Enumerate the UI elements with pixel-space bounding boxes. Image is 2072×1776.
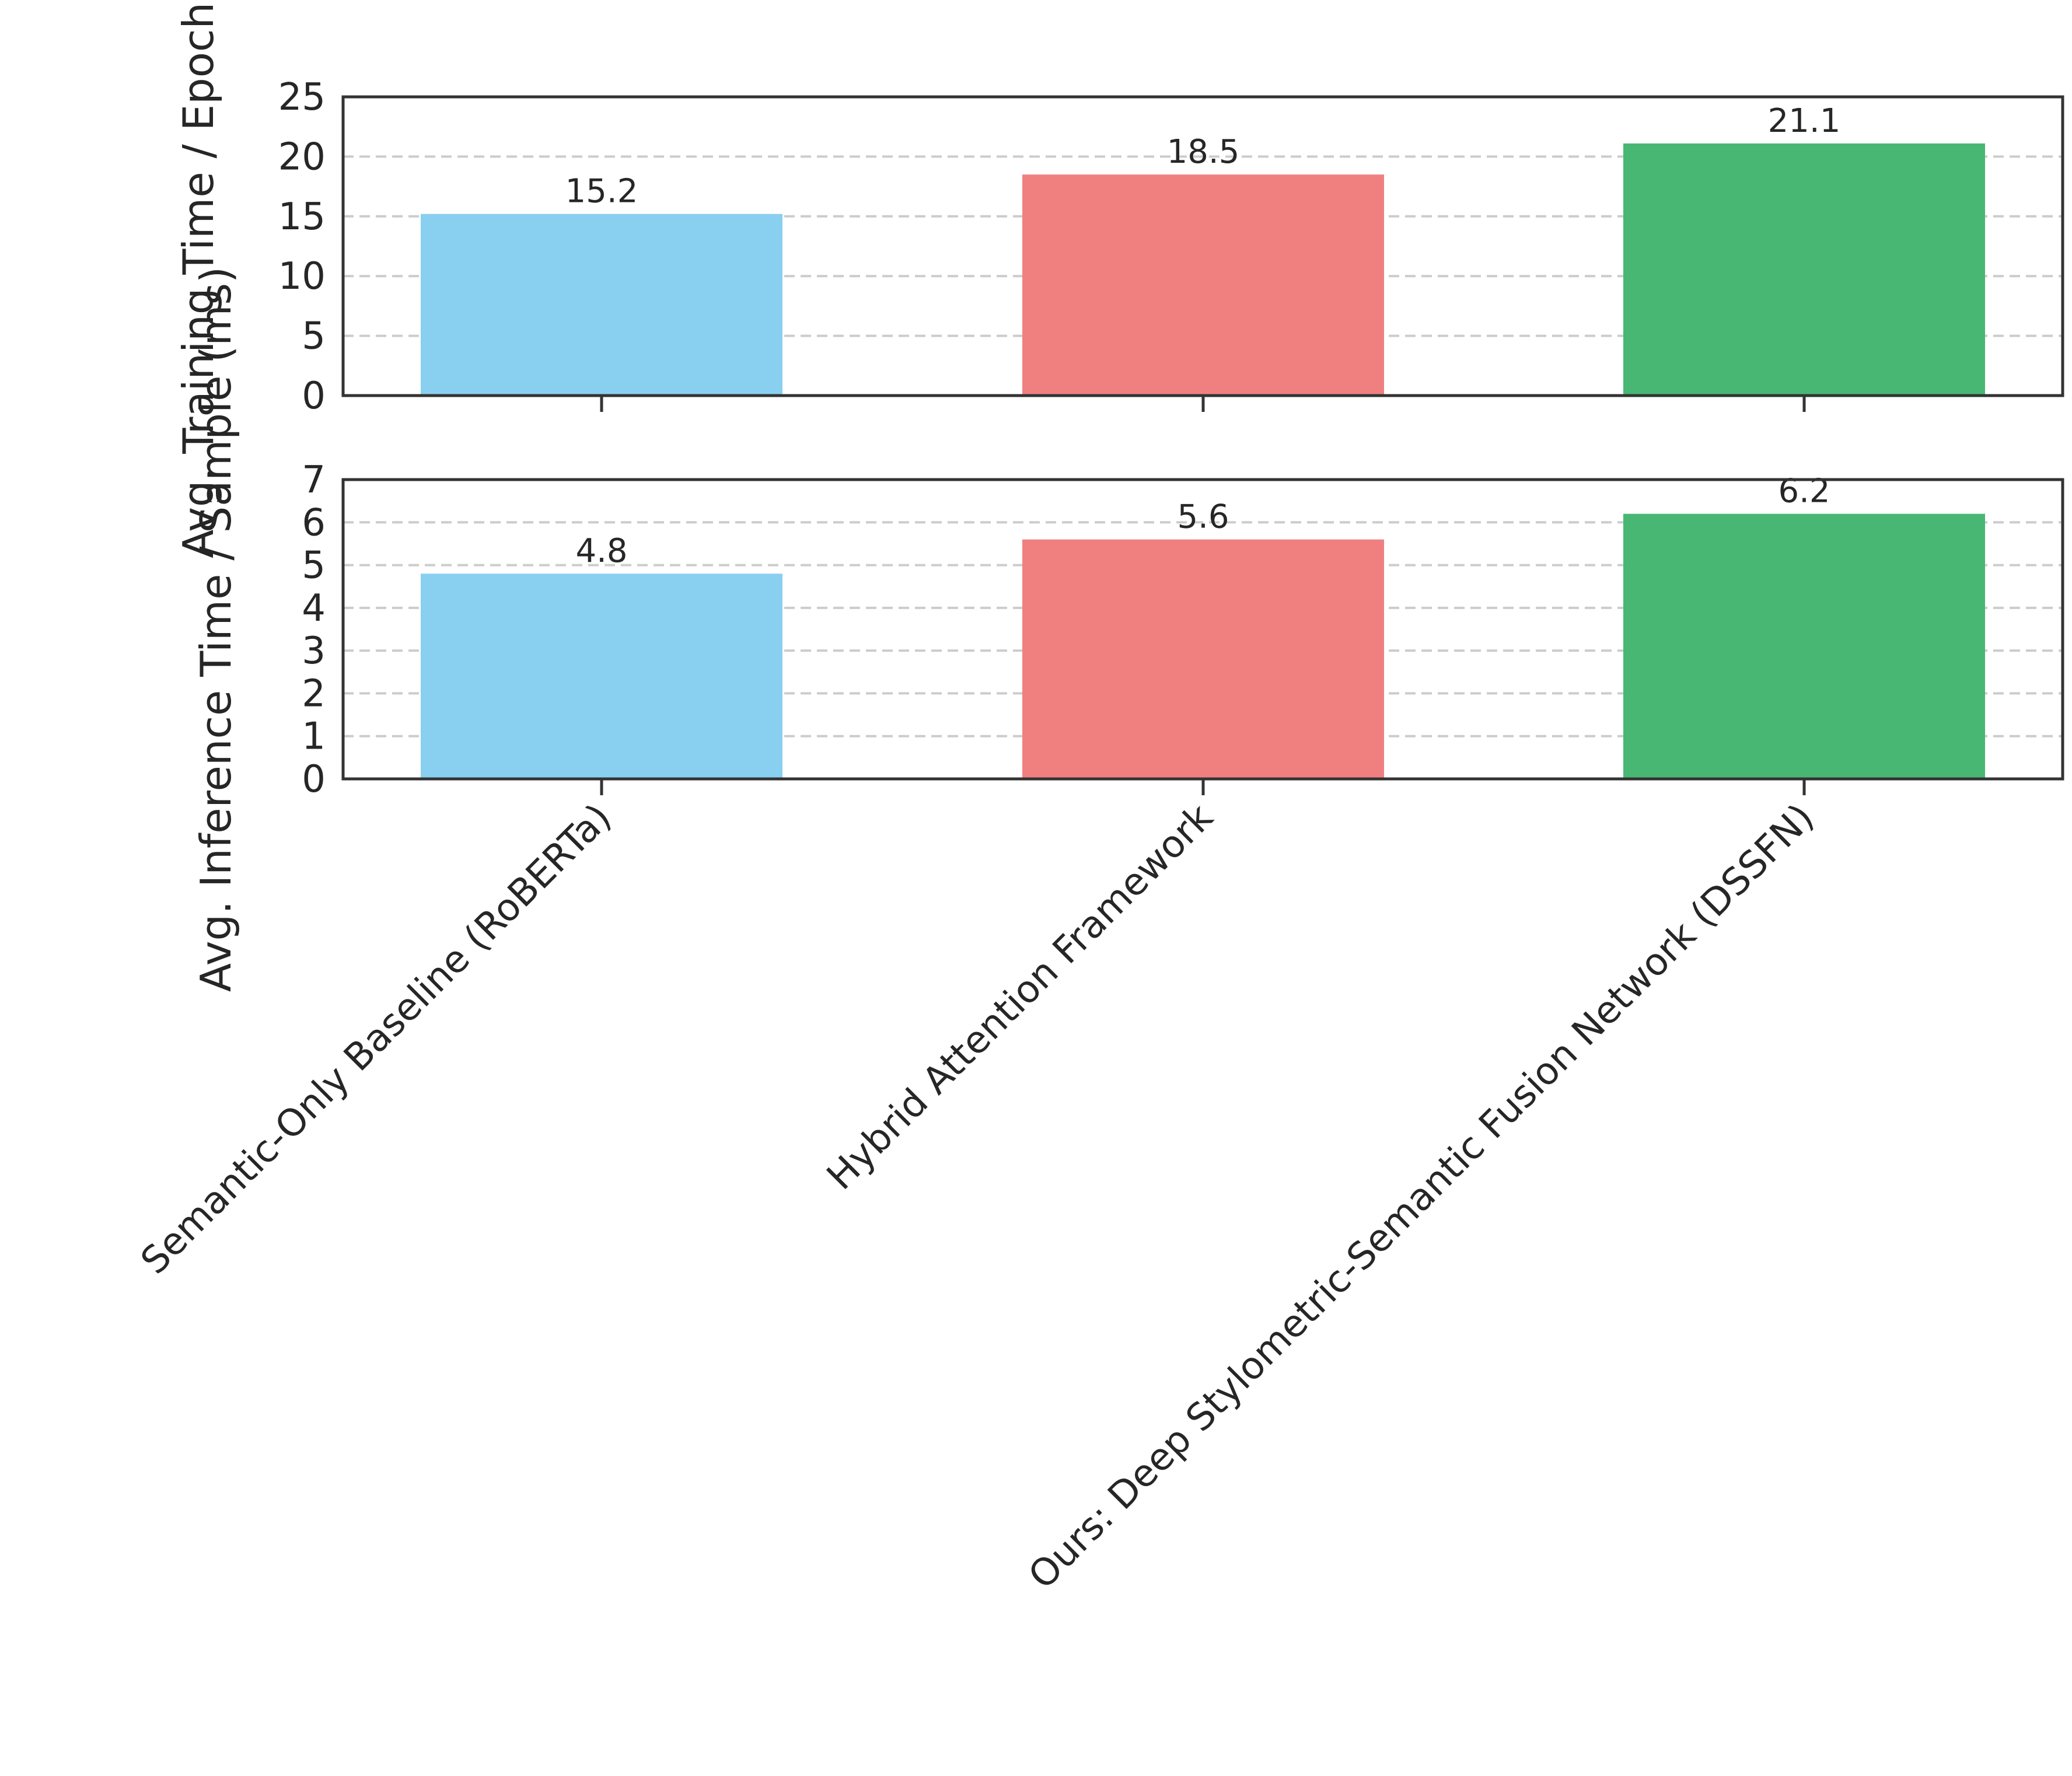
y-tick-label: 0: [302, 758, 326, 801]
y-tick-label: 3: [302, 630, 326, 673]
y-tick-label: 5: [302, 315, 326, 358]
data-label: 15.2: [565, 173, 638, 211]
data-label: 5.6: [1177, 498, 1229, 536]
y-tick-label: 6: [302, 501, 326, 544]
chart-panel-1: 15.2 18.5 21.1 0 5 10 15 20 25 Avg. Training Time…: [174, 0, 2064, 558]
y-tick-label: 7: [302, 459, 326, 502]
y-tick-label: 15: [278, 195, 326, 239]
y-axis-title: Avg. Inference Time / Sample (ms): [191, 267, 240, 992]
y-tick-label: 2: [302, 672, 326, 715]
x-category-label: Ours: Deep Stylometric-Semantic Fusion N…: [1021, 796, 1822, 1597]
y-tick-label: 20: [278, 135, 326, 179]
y-tick-label: 4: [302, 587, 326, 630]
y-tick-label: 5: [302, 544, 326, 588]
x-category-label: Hybrid Attention Framework: [819, 796, 1221, 1198]
y-tick-label: 25: [278, 76, 326, 119]
bar-2: [1022, 174, 1384, 396]
y-tick-label: 0: [302, 375, 326, 418]
y-tick-label: 1: [302, 715, 326, 758]
bar-1: [421, 574, 782, 779]
bar-3: [1623, 143, 1985, 396]
y-tick-label: 10: [278, 255, 326, 298]
data-label: 21.1: [1768, 102, 1841, 140]
bar-2: [1022, 539, 1384, 779]
data-label: 4.8: [575, 532, 627, 570]
data-label: 6.2: [1778, 473, 1830, 511]
y-axis-title: Avg. Training Time / Epoch (s): [174, 0, 223, 558]
data-label: 18.5: [1167, 133, 1240, 171]
bar-3: [1623, 513, 1985, 779]
bar-1: [421, 214, 782, 396]
